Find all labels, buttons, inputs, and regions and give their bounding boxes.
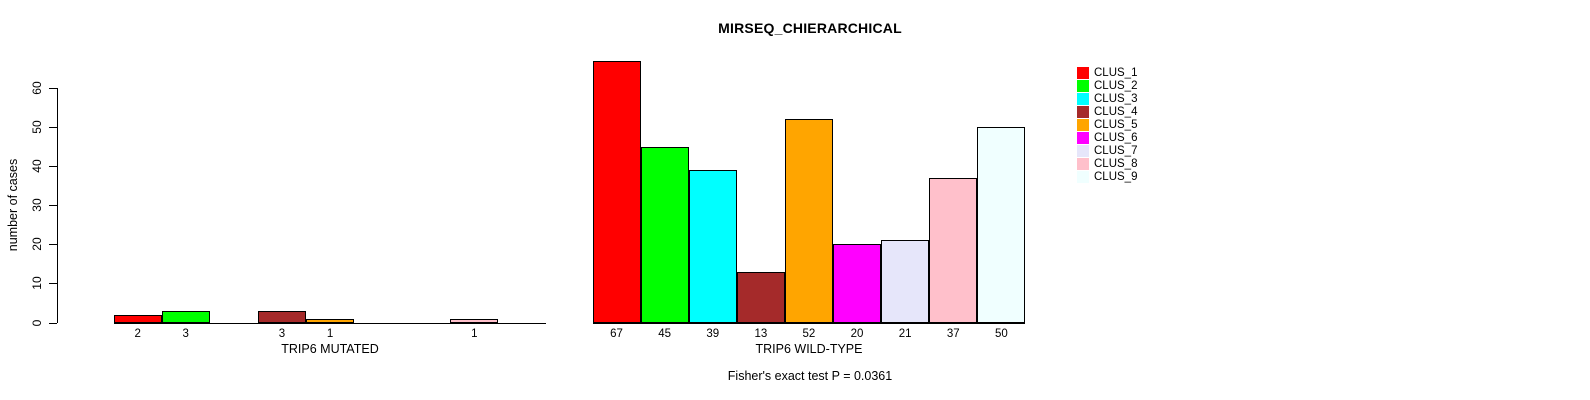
legend-label: CLUS_7 [1094, 144, 1138, 157]
bar [784, 119, 833, 324]
bar-value-label: 13 [754, 328, 768, 340]
legend: CLUS_1 CLUS_2 CLUS_3 CLUS_4 CLUS_5 CLUS_6 CLUS… [1077, 66, 1137, 183]
y-axis-tick-label: 50 [30, 120, 44, 134]
bar-value-label: 67 [610, 328, 623, 340]
legend-item: CLUS_3 [1077, 92, 1137, 105]
legend-swatch [1077, 66, 1089, 79]
legend-swatch [1077, 144, 1089, 157]
legend-swatch [1077, 105, 1089, 118]
y-axis-title: number of cases [6, 158, 20, 252]
legend-label: CLUS_4 [1094, 105, 1138, 118]
y-axis-tick [49, 244, 57, 246]
bar-value-label: 50 [994, 328, 1008, 340]
bar-value-label: 37 [946, 328, 960, 340]
y-axis-tick [49, 283, 57, 285]
bar [640, 146, 689, 324]
bar [929, 177, 978, 324]
y-axis-tick [49, 88, 57, 90]
legend-item: CLUS_4 [1077, 105, 1137, 118]
legend-label: CLUS_6 [1094, 131, 1138, 144]
y-axis-tick [49, 322, 57, 324]
bar-value-label: 45 [658, 328, 672, 340]
legend-item: CLUS_7 [1077, 144, 1137, 157]
legend-item: CLUS_5 [1077, 118, 1137, 131]
y-axis-line [57, 88, 58, 323]
y-axis-tick-label: 10 [30, 276, 44, 291]
bar [113, 314, 162, 324]
y-axis-tick-label: 0 [30, 319, 44, 326]
y-axis-tick-label: 60 [30, 81, 44, 95]
bar [736, 271, 785, 324]
y-axis-tick [49, 127, 57, 129]
legend-label: CLUS_5 [1094, 118, 1138, 131]
y-axis-tick [49, 166, 57, 168]
bar [450, 318, 499, 324]
legend-swatch [1077, 92, 1089, 105]
bar [977, 127, 1026, 324]
footer-pvalue: Fisher's exact test P = 0.0361 [727, 369, 893, 383]
legend-item: CLUS_8 [1077, 157, 1137, 170]
legend-swatch [1077, 131, 1089, 144]
legend-label: CLUS_9 [1094, 170, 1138, 183]
bar-value-label: 21 [898, 328, 912, 340]
legend-label: CLUS_2 [1094, 79, 1138, 92]
chart-title: MIRSEQ_CHIERARCHICAL [718, 20, 902, 36]
bar [833, 244, 882, 324]
legend-label: CLUS_8 [1094, 157, 1138, 170]
bar-value-label: 2 [134, 328, 141, 340]
legend-item: CLUS_1 [1077, 66, 1137, 79]
legend-swatch [1077, 79, 1089, 92]
y-axis-tick-label: 20 [30, 237, 44, 252]
y-axis-tick-label: 40 [30, 159, 44, 173]
bar-value-label: 39 [706, 328, 720, 340]
legend-item: CLUS_6 [1077, 131, 1137, 144]
bar [881, 240, 930, 324]
legend-label: CLUS_1 [1094, 66, 1138, 79]
bar-value-label: 1 [471, 328, 478, 340]
legend-item: CLUS_2 [1077, 79, 1137, 92]
bar [592, 60, 641, 324]
legend-swatch [1077, 118, 1089, 131]
bar-value-label: 3 [278, 328, 286, 340]
bar-value-label: 20 [850, 328, 864, 340]
bar-value-label: 3 [182, 328, 189, 340]
bar [688, 170, 737, 324]
legend-swatch [1077, 157, 1089, 170]
legend-swatch [1077, 170, 1089, 183]
x-axis-title-mutated: TRIP6 MUTATED [281, 342, 379, 356]
bar-value-label: 1 [326, 328, 334, 340]
y-axis-tick [49, 205, 57, 207]
y-axis-tick-label: 30 [30, 198, 44, 212]
bar [161, 310, 210, 324]
bar [257, 310, 306, 324]
legend-item: CLUS_9 [1077, 170, 1137, 183]
bar-value-label: 52 [802, 328, 816, 340]
x-axis-title-wild-type: TRIP6 WILD-TYPE [755, 342, 863, 356]
bar [306, 318, 355, 324]
legend-label: CLUS_3 [1094, 92, 1138, 105]
